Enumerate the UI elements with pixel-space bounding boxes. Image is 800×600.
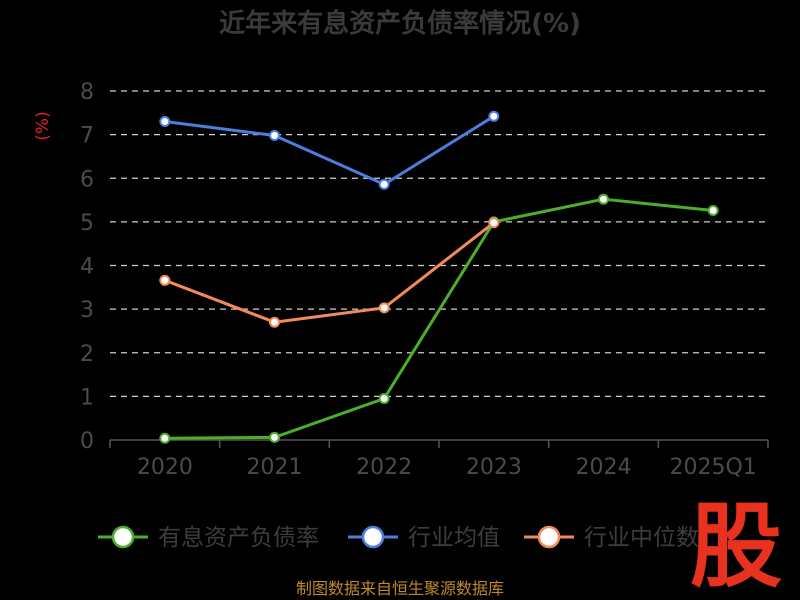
data-point [159,274,171,286]
x-tick-label: 2020 [137,455,193,480]
y-tick-label: 1 [80,385,94,410]
data-point [378,302,390,314]
series-lines [159,110,719,444]
x-tick-label: 2021 [247,455,303,480]
data-point [269,431,280,443]
y-tick-label: 8 [80,80,94,105]
y-axis-unit-label: (%) [33,111,53,140]
x-axis-ticks: 2020 2021 2022 2023 2024 2025Q1 [109,440,769,480]
series-line [164,221,495,324]
legend-swatch-marker [361,525,385,549]
legend-label: 有息资产负债率 [158,525,319,551]
grid-lines [110,90,768,398]
data-point [159,432,171,444]
data-point [269,129,280,141]
x-tick-label: 2023 [466,455,522,480]
data-point [159,116,171,128]
data-point [378,393,390,405]
y-tick-label: 0 [80,429,94,454]
data-point [598,193,609,205]
y-tick-label: 7 [80,124,94,149]
y-tick-label: 6 [80,167,94,192]
data-point [378,178,390,190]
source-note: 制图数据来自恒生聚源数据库 [296,579,504,598]
legend-swatch-marker [111,525,135,549]
data-point [488,217,500,229]
y-tick-label: 5 [80,211,94,236]
data-point [488,110,500,122]
x-tick-label: 2022 [356,455,412,480]
series-line [164,115,495,186]
legend-swatch-marker [537,525,561,549]
series-line [164,197,714,440]
data-point [707,205,719,217]
data-point [269,316,280,328]
legend-label: 行业均值 [408,525,500,551]
y-axis-ticks: 0 1 2 3 4 5 6 7 8 [80,80,94,454]
y-tick-label: 2 [80,342,94,367]
legend: 有息资产负债率 行业均值 行业中位数 [98,525,699,551]
legend-label: 行业中位数 [584,525,699,551]
y-tick-label: 3 [80,298,94,323]
y-tick-label: 4 [80,255,94,280]
chart-title: 近年来有息资产负债率情况(%) [219,8,581,39]
brand-logo: 股 [690,493,782,600]
x-tick-label: 2024 [576,455,632,480]
logo-glyph: 股 [690,493,782,600]
x-tick-label: 2025Q1 [670,455,757,480]
